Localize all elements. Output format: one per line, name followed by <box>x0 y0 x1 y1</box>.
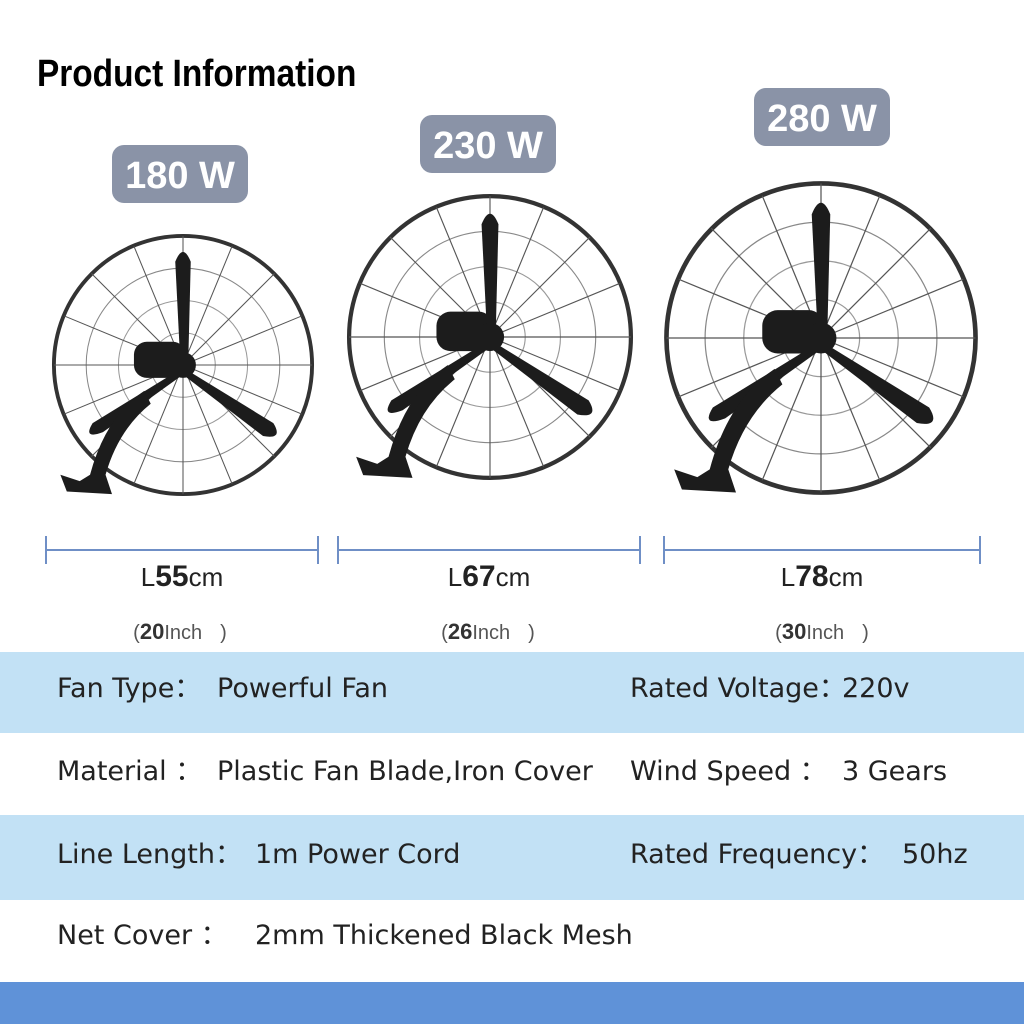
row-band <box>0 815 1024 900</box>
fan-image <box>51 233 315 497</box>
inch-size: 20 <box>140 619 164 644</box>
length-prefix: L <box>781 562 795 592</box>
inch-unit: Inch <box>806 622 844 644</box>
spec-value: 220v <box>842 673 910 704</box>
spec-label: Net Cover ： <box>57 920 228 951</box>
badge-bg <box>754 88 890 146</box>
length: L78cm <box>781 560 864 593</box>
spec-label: Material ： <box>57 756 202 787</box>
paren: ( <box>133 622 140 644</box>
badges: 180 W 230 W 280 W <box>112 88 890 203</box>
length-unit: cm <box>829 562 864 592</box>
power: 280 W <box>767 98 877 140</box>
inch-size: 26 <box>448 619 472 644</box>
length-size: 67 <box>462 560 495 593</box>
badge-bg <box>420 115 556 173</box>
length: L55cm <box>141 560 224 593</box>
length-size: 78 <box>795 560 828 593</box>
fan-image <box>666 183 975 492</box>
length-unit: cm <box>189 562 224 592</box>
length-prefix: L <box>141 562 155 592</box>
spec-label: Fan Type： <box>57 673 201 704</box>
length-unit: cm <box>496 562 531 592</box>
inch-size: 30 <box>782 619 806 644</box>
row-band <box>0 652 1024 733</box>
spec-label: Rated Voltage： <box>630 673 846 704</box>
inch-unit: Inch <box>472 622 510 644</box>
spec-value: Plastic Fan Blade,Iron Cover <box>217 756 594 787</box>
specs: Fan Type： Powerful Fan Rated Voltage：220v M… <box>57 673 968 951</box>
length-prefix: L <box>448 562 462 592</box>
inch-unit: Inch <box>164 622 202 644</box>
spec-label: Wind Speed ： <box>630 756 827 787</box>
paren: ( <box>775 622 782 644</box>
power: 230 W <box>433 125 543 167</box>
spec-label: Rated Frequency： <box>630 839 884 870</box>
power: 180 W <box>125 155 235 197</box>
title: Product Information <box>37 52 356 94</box>
spec-value: 2mm Thickened Black Mesh <box>255 920 633 951</box>
inch: (26Inch) <box>441 619 535 644</box>
fan-image <box>349 196 631 478</box>
inch: (30Inch) <box>775 619 869 644</box>
spec-value: 50hz <box>902 839 968 870</box>
spec-value: Powerful Fan <box>217 673 388 704</box>
footer-bar <box>0 982 1024 1024</box>
length-size: 55 <box>155 560 188 593</box>
paren: ( <box>441 622 448 644</box>
dimension-lines <box>45 536 981 564</box>
paren: ) <box>220 622 227 644</box>
length: L67cm <box>448 560 531 593</box>
spec-value: 3 Gears <box>842 756 947 787</box>
badge-bg <box>112 145 248 203</box>
paren: ) <box>528 622 535 644</box>
inch: (20Inch) <box>133 619 227 644</box>
paren: ) <box>862 622 869 644</box>
spec-label: Line Length： <box>57 839 242 870</box>
spec-value: 1m Power Cord <box>255 839 460 870</box>
